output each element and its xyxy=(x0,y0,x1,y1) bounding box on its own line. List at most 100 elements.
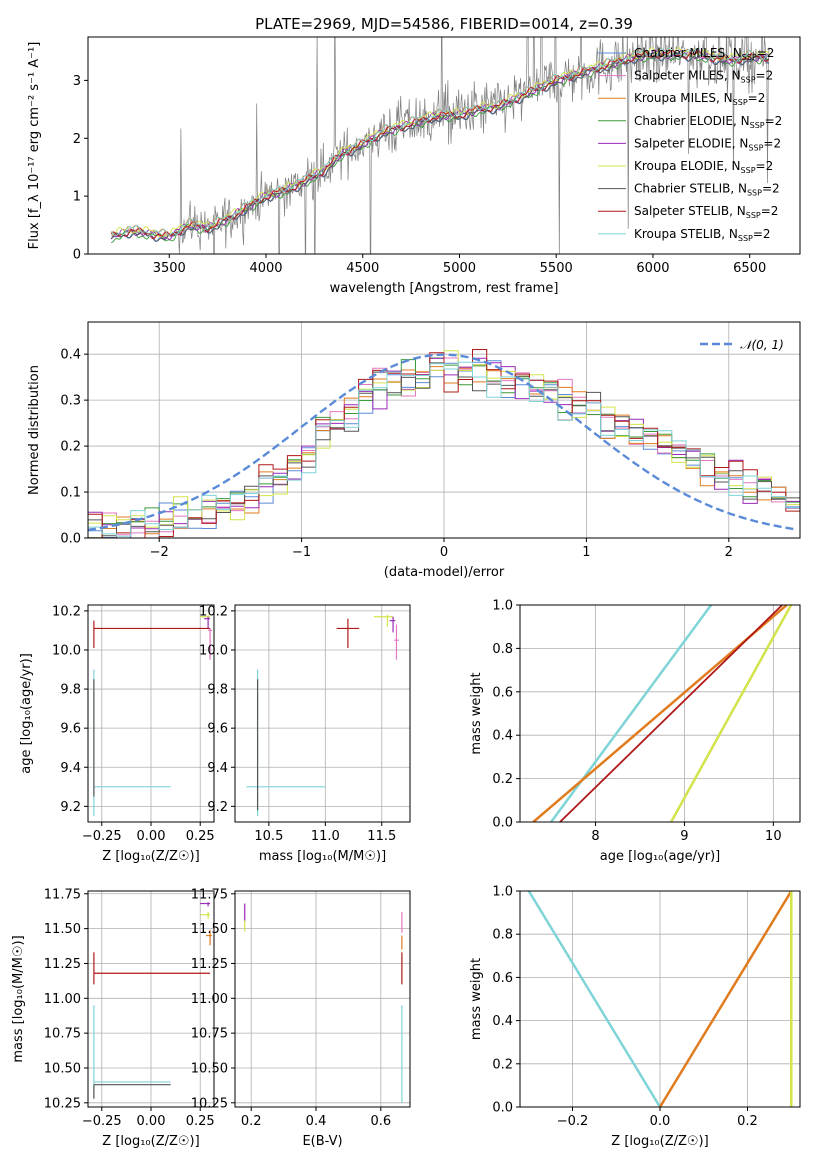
y-tick-label: 0.8 xyxy=(492,928,513,943)
y-tick-label: 9.8 xyxy=(60,683,81,698)
y-axis-label: age [log₁₀(age/yr)] xyxy=(19,653,34,774)
y-tick-label: 11.75 xyxy=(191,887,228,902)
y-tick-label: 9.6 xyxy=(60,722,81,737)
y-tick-label: 2 xyxy=(73,132,81,147)
residual-histogram xyxy=(88,350,800,528)
y-tick-label: 0.1 xyxy=(60,486,81,501)
x-tick-label: 6500 xyxy=(733,261,766,276)
axes-frame xyxy=(234,604,411,823)
axes-frame xyxy=(519,890,801,1108)
x-tick-label: 0.2 xyxy=(241,1114,262,1129)
x-tick-label: 0.00 xyxy=(137,829,166,844)
plot-area xyxy=(88,605,214,822)
y-tick-label: 11.00 xyxy=(44,992,81,1007)
y-axis-label: Flux [f_λ 10⁻¹⁷ erg cm⁻² s⁻¹ A⁻¹] xyxy=(27,42,42,250)
y-tick-label: 9.4 xyxy=(60,761,81,776)
y-tick-label: 10.0 xyxy=(52,643,81,658)
x-tick-label: 0.0 xyxy=(650,1114,671,1129)
axes-frame xyxy=(87,321,801,539)
legend-label: Salpeter ELODIE, NSSP=2 xyxy=(634,136,781,152)
x-tick-label: 4500 xyxy=(346,261,379,276)
axes-frame xyxy=(87,890,215,1108)
x-tick-label: 0.25 xyxy=(186,829,215,844)
x-tick-label: 9 xyxy=(680,829,688,844)
residual-histogram xyxy=(88,349,800,538)
y-tick-label: 3 xyxy=(73,74,81,89)
x-axis-label: mass [log₁₀(M/M☉)] xyxy=(259,849,386,864)
x-tick-label: 4000 xyxy=(249,261,282,276)
x-tick-label: −0.2 xyxy=(557,1114,589,1129)
x-tick-label: 0.4 xyxy=(306,1114,327,1129)
y-tick-label: 9.2 xyxy=(60,800,81,815)
x-axis-label: wavelength [Angstrom, rest frame] xyxy=(330,281,559,296)
y-tick-label: 1.0 xyxy=(492,885,513,900)
plot-area xyxy=(110,37,770,254)
x-tick-label: 1 xyxy=(582,545,590,560)
y-tick-label: 10.50 xyxy=(44,1061,81,1076)
x-axis-label: (data-model)/error xyxy=(384,565,505,580)
x-tick-label: −1 xyxy=(292,545,311,560)
y-tick-label: 0.0 xyxy=(492,1101,513,1116)
y-tick-label: 11.25 xyxy=(44,957,81,972)
y-tick-label: 11.25 xyxy=(191,957,228,972)
model-line xyxy=(110,51,769,242)
panel-mass-vs-Z: −0.25 0.00 0.25 10.25 10.50 10.75 11.00 11.25 11… xyxy=(11,887,215,1149)
y-tick-label: 11.50 xyxy=(44,922,81,937)
legend-label: Chabrier MILES, NSSP=2 xyxy=(634,46,774,62)
x-tick-label: 10 xyxy=(765,829,782,844)
y-tick-label: 10.75 xyxy=(44,1027,81,1042)
cumulative-line xyxy=(670,605,793,822)
x-tick-label: 10.5 xyxy=(254,829,283,844)
x-tick-label: −2 xyxy=(150,545,169,560)
y-tick-label: 10.25 xyxy=(44,1096,81,1111)
x-tick-label: 5500 xyxy=(540,261,573,276)
legend-label: Salpeter STELIB, NSSP=2 xyxy=(634,204,778,220)
y-tick-label: 11.50 xyxy=(191,922,228,937)
y-tick-label: 0.4 xyxy=(492,1014,513,1029)
legend-label: Salpeter MILES, NSSP=2 xyxy=(634,69,773,85)
plot-area xyxy=(235,891,410,1107)
x-axis-label: age [log₁₀(age/yr)] xyxy=(600,849,721,864)
y-tick-label: 0.4 xyxy=(60,348,81,363)
model-line xyxy=(110,47,770,237)
x-tick-label: 0.25 xyxy=(186,1114,215,1129)
y-tick-label: 1 xyxy=(73,190,81,205)
y-tick-label: 9.2 xyxy=(207,800,228,815)
x-tick-label: 2 xyxy=(725,545,733,560)
y-axis-label: mass [log₁₀(M/M☉)] xyxy=(11,935,26,1062)
model-line xyxy=(110,48,770,237)
y-tick-label: 0.8 xyxy=(492,642,513,657)
residual-histogram xyxy=(88,361,800,537)
x-tick-label: −0.25 xyxy=(82,1114,122,1129)
x-tick-label: 3500 xyxy=(153,261,186,276)
x-tick-label: 6000 xyxy=(636,261,669,276)
cumulative-line xyxy=(658,891,793,1107)
legend-label: Chabrier ELODIE, NSSP=2 xyxy=(634,114,782,130)
y-tick-label: 0.0 xyxy=(492,816,513,831)
x-tick-label: 5000 xyxy=(443,261,476,276)
legend-label: Chabrier STELIB, NSSP=2 xyxy=(634,182,780,198)
normal-curve xyxy=(88,353,798,532)
cumulative-line xyxy=(550,605,713,822)
x-axis-label: E(B-V) xyxy=(302,1134,342,1149)
axes-frame xyxy=(87,604,215,823)
panel-age-vs-mass: 10.5 11.0 11.5 9.2 9.4 9.6 9.8 10.0 10.2 mass [lo… xyxy=(199,604,411,864)
x-tick-label: 0.00 xyxy=(137,1114,166,1129)
cumulative-line xyxy=(559,605,783,822)
x-axis-label: Z [log₁₀(Z/Z☉)] xyxy=(102,1134,199,1149)
y-tick-label: 9.6 xyxy=(207,722,228,737)
y-tick-label: 10.25 xyxy=(191,1096,228,1111)
axes-frame xyxy=(234,890,411,1108)
panel-mass-vs-EBV: 0.2 0.4 0.6 10.25 10.50 10.75 11.00 11.25 11.50 1… xyxy=(191,887,411,1149)
model-line xyxy=(110,51,770,243)
cumulative-line xyxy=(527,891,662,1107)
plot-area xyxy=(235,605,410,822)
y-tick-label: 0.2 xyxy=(492,1057,513,1072)
panel-residuals: −2 −1 0 1 2 0.0 0.1 0.2 0.3 0.4 (data-model)/error… xyxy=(27,321,801,580)
y-tick-label: 0 xyxy=(73,248,81,263)
plot-area xyxy=(520,891,800,1107)
axes-frame xyxy=(87,36,801,255)
x-tick-label: 11.5 xyxy=(367,829,396,844)
panels-group: 3500 4000 4500 5000 5500 6000 6500 0 1 2 3 waveleng… xyxy=(11,36,801,1149)
residual-histogram xyxy=(88,366,800,538)
